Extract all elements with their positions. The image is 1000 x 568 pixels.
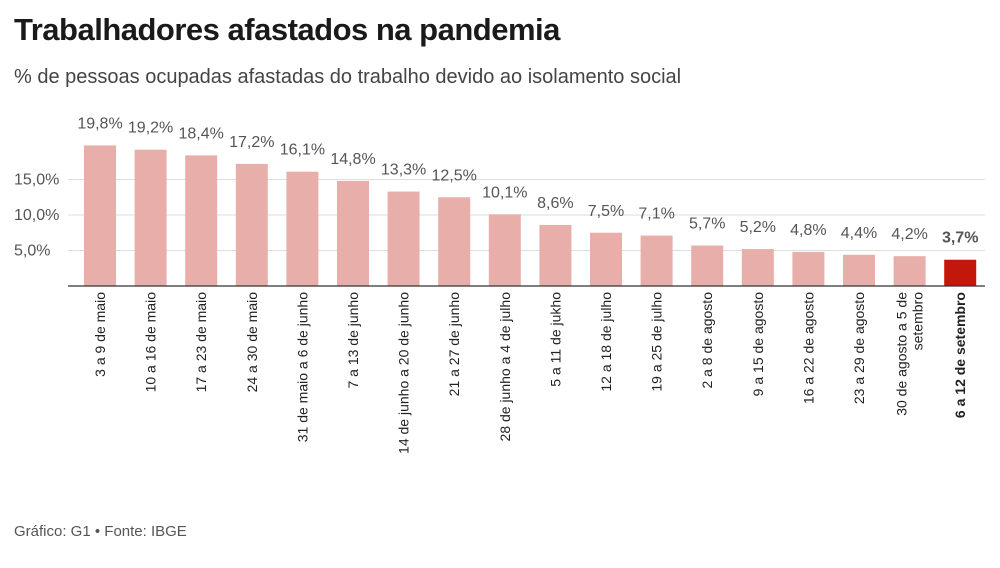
value-label: 13,3% bbox=[381, 162, 426, 179]
category-label: 9 a 15 de agosto bbox=[750, 292, 766, 397]
category-label: 17 a 23 de maio bbox=[193, 292, 209, 393]
category-label: 19 a 25 de julho bbox=[649, 292, 665, 392]
value-label: 4,4% bbox=[841, 225, 877, 242]
category-label: 7 a 13 de junho bbox=[345, 292, 361, 389]
category-label: 14 de junho a 20 de junho bbox=[396, 292, 412, 454]
value-label: 5,7% bbox=[689, 216, 725, 233]
category-label: 2 a 8 de agosto bbox=[699, 292, 715, 389]
bar bbox=[235, 163, 268, 286]
category-label: 3 a 9 de maio bbox=[92, 292, 108, 377]
category-label: 28 de junho a 4 de julho bbox=[497, 292, 513, 442]
category-label: 30 de agosto a 5 de bbox=[894, 292, 910, 416]
value-label: 8,6% bbox=[537, 195, 573, 212]
source-note: Gráfico: G1 • Fonte: IBGE bbox=[14, 523, 187, 540]
bar bbox=[286, 171, 319, 286]
y-tick-label: 15,0% bbox=[14, 172, 59, 189]
bar bbox=[691, 245, 724, 286]
bar bbox=[337, 180, 369, 286]
category-label: 12 a 18 de julho bbox=[598, 292, 614, 392]
category-label: 21 a 27 de junho bbox=[446, 292, 462, 397]
bar bbox=[539, 224, 572, 286]
category-label: 16 a 22 de agosto bbox=[800, 292, 816, 404]
category-label: 23 a 29 de agosto bbox=[851, 292, 867, 404]
value-label: 16,1% bbox=[280, 142, 325, 159]
value-label: 19,2% bbox=[128, 120, 173, 137]
chart-title: Trabalhadores afastados na pandemia bbox=[14, 12, 560, 47]
bar bbox=[893, 256, 926, 286]
value-label: 4,2% bbox=[891, 226, 927, 243]
value-label: 3,7% bbox=[942, 230, 978, 247]
bar bbox=[640, 235, 673, 286]
bar bbox=[438, 197, 471, 286]
bar bbox=[944, 259, 977, 286]
value-label: 18,4% bbox=[179, 125, 224, 142]
value-label: 14,8% bbox=[330, 151, 375, 168]
bar bbox=[741, 249, 774, 286]
value-label: 19,8% bbox=[77, 115, 122, 132]
bar bbox=[84, 145, 116, 286]
value-label: 5,2% bbox=[740, 219, 776, 236]
y-tick-label: 5,0% bbox=[14, 243, 50, 260]
bar bbox=[387, 191, 420, 286]
category-label: 31 de maio a 6 de junho bbox=[294, 292, 310, 442]
bar bbox=[185, 155, 218, 286]
category-label: 5 a 11 de jukho bbox=[547, 292, 563, 387]
category-label: setembro bbox=[910, 292, 926, 351]
value-label: 4,8% bbox=[790, 222, 826, 239]
chart-subtitle: % de pessoas ocupadas afastadas do traba… bbox=[14, 66, 682, 88]
value-label: 17,2% bbox=[229, 134, 274, 151]
category-label: 10 a 16 de maio bbox=[143, 292, 159, 393]
bar bbox=[134, 149, 167, 286]
value-label: 12,5% bbox=[432, 167, 477, 184]
bar bbox=[792, 251, 825, 286]
bar bbox=[590, 232, 622, 286]
category-label: 24 a 30 de maio bbox=[244, 292, 260, 393]
value-label: 7,5% bbox=[588, 203, 624, 220]
value-label: 7,1% bbox=[638, 206, 674, 223]
bar bbox=[488, 214, 521, 286]
bar bbox=[843, 254, 875, 286]
value-label: 10,1% bbox=[482, 184, 527, 201]
y-tick-label: 10,0% bbox=[14, 207, 59, 224]
category-label: 6 a 12 de setembro bbox=[952, 292, 968, 418]
